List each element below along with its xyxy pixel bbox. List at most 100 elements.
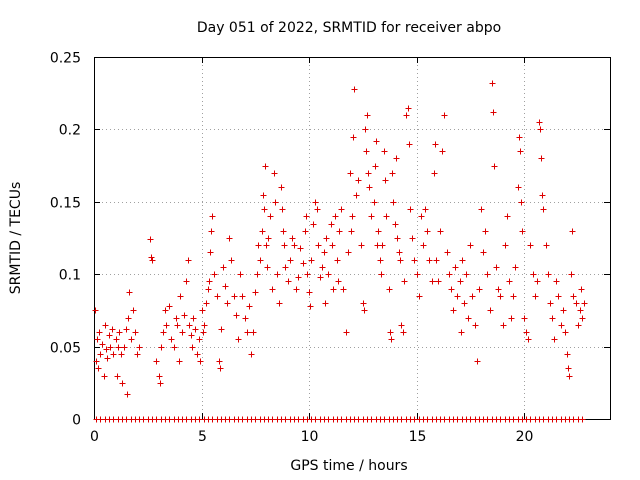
data-point [332,213,339,220]
y-tick-label: 0.1 [59,268,81,284]
data-point [226,235,233,242]
data-point [173,315,180,322]
data-point [351,86,358,93]
data-point [99,341,106,348]
data-point [523,329,530,336]
y-tick-label: 0.15 [50,196,81,212]
data-point [242,315,249,322]
data-point [431,170,438,177]
data-point [179,329,186,336]
data-point [106,332,113,339]
y-tick-label: 0.2 [59,123,81,139]
data-point [289,235,296,242]
data-point [323,235,330,242]
y-tick-label: 0.05 [50,341,81,357]
data-point [183,278,190,285]
data-point [424,228,431,235]
data-point [102,322,109,329]
data-point [534,278,541,285]
data-point [224,300,231,307]
data-point [297,245,304,252]
data-point [547,300,554,307]
data-point [474,358,481,365]
data-point [177,293,184,300]
data-point [407,206,414,213]
data-point [325,271,332,278]
data-point [458,329,465,336]
data-point [338,206,345,213]
data-point [176,358,183,365]
data-point [128,336,135,343]
data-point [314,206,321,213]
data-point [260,192,267,199]
data-point [406,141,413,148]
data-point [328,221,335,228]
data-point [437,228,444,235]
data-point [116,329,123,336]
data-point [97,351,104,358]
data-point [363,148,370,155]
data-point [261,206,268,213]
data-point [400,329,407,336]
data-point [308,257,315,264]
data-point [214,293,221,300]
data-point [472,322,479,329]
data-point [497,293,504,300]
grid-lines [94,57,610,419]
data-point [409,235,416,242]
data-point [103,346,110,353]
data-point [469,293,476,300]
data-point [220,264,227,271]
data-point [515,184,522,191]
data-point [397,257,404,264]
data-point [252,289,259,296]
data-point [568,271,575,278]
data-point [495,286,502,293]
data-point [521,315,528,322]
data-point [94,336,101,343]
data-point [484,271,491,278]
data-point [149,257,156,264]
data-point [254,271,261,278]
data-point [264,264,271,271]
data-point [174,322,181,329]
data-point [340,286,347,293]
data-point [208,228,215,235]
data-point [551,336,558,343]
data-point [315,242,322,249]
data-point [439,148,446,155]
data-point [312,199,319,206]
data-point [441,112,448,119]
data-point [388,336,395,343]
data-point [386,286,393,293]
data-point [570,293,577,300]
data-point [358,242,365,249]
data-point [222,283,229,290]
data-point [518,199,525,206]
data-point [378,271,385,278]
data-point [569,228,576,235]
data-point [114,373,121,380]
data-point [490,109,497,116]
data-point [387,329,394,336]
data-point [401,278,408,285]
data-point [480,249,487,256]
data-point [303,213,310,220]
data-point [265,235,272,242]
data-point [435,278,442,285]
data-point [382,177,389,184]
data-point [136,344,143,351]
data-point [433,257,440,264]
data-point [322,300,329,307]
data-point [211,271,218,278]
data-point [350,134,357,141]
data-point [581,300,588,307]
data-point [575,322,582,329]
data-point [197,358,204,365]
plot-frame [94,57,611,420]
data-point [278,184,285,191]
data-point [467,242,474,249]
data-point [110,351,117,358]
chart-title: Day 051 of 2022, SRMTID for receiver abp… [197,20,501,36]
